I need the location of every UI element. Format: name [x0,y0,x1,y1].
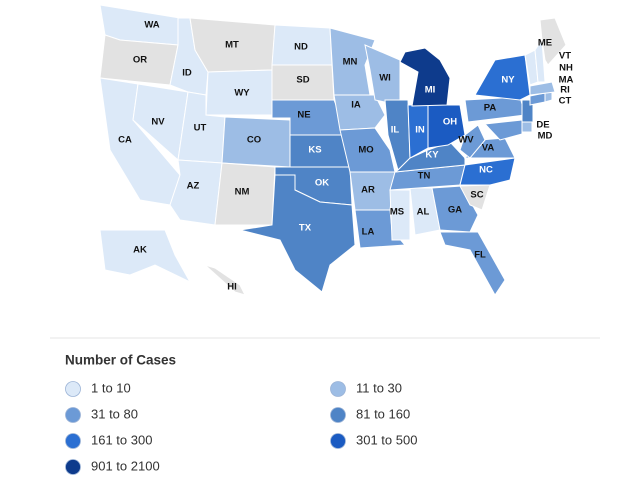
state-label: IL [391,125,400,136]
state-label: CA [118,135,132,146]
state-label: WV [458,135,474,146]
state-label: FL [474,250,486,261]
state-label: NH [559,63,573,74]
state [204,264,246,296]
state [529,81,556,96]
legend-label: 1 to 10 [91,380,131,395]
state-label: OK [315,178,329,189]
state-label: AR [361,185,375,196]
state-label: CO [247,135,261,146]
legend-title: Number of Cases [65,353,176,368]
state-label: NJ [536,108,548,119]
state-label: MA [559,75,574,86]
legend-swatch [330,407,346,423]
legend-swatch [330,433,346,449]
legend-label: 81 to 160 [356,406,410,421]
state [539,17,567,66]
state [329,27,376,96]
state-label: VA [482,143,495,154]
state-label: OH [443,117,457,128]
state-label: NE [297,110,310,121]
state-label: TN [418,171,431,182]
state [483,119,523,141]
legend-label: 301 to 500 [356,432,417,447]
state-label: CT [559,96,572,107]
state-label: TX [299,223,312,234]
state [169,159,223,226]
state-label: ND [294,42,308,53]
legend: 1 to 10 11 to 30 31 to 80 81 to 160 161 to 3… [65,380,417,475]
state [534,38,546,83]
state-label: KS [308,145,321,156]
state-label: NY [501,75,515,86]
state-label: RI [560,85,570,96]
legend-label: 161 to 300 [91,432,152,447]
state [474,54,531,101]
state [521,121,533,133]
state [459,157,516,186]
legend-label: 901 to 2100 [91,458,160,473]
state-label: NC [479,165,493,176]
state-label: LA [362,227,375,238]
state-label: OR [133,55,147,66]
state [439,231,506,296]
state-label: ME [538,38,552,49]
legend-label: 31 to 80 [91,406,138,421]
state [389,189,411,241]
state-label: MI [425,85,436,96]
state-label: WY [234,88,250,99]
legend-swatch [65,459,81,475]
state-label: DE [536,120,549,131]
legend-swatch [65,381,81,397]
state-label: MT [225,40,239,51]
state-label: IA [351,100,361,111]
state-label: WA [144,20,159,31]
state [399,47,451,107]
state-label: ID [182,68,192,79]
state-label: UT [194,123,207,134]
state-label: AL [417,207,430,218]
state-label: MS [390,207,404,218]
legend-swatch [65,433,81,449]
state-label: NM [235,187,250,198]
state [521,99,534,123]
state-label: PA [484,103,497,114]
state-label: MN [343,57,358,68]
state [459,124,486,159]
state-label: GA [448,205,462,216]
state-label: WI [379,73,391,84]
legend-label: 11 to 30 [356,380,402,395]
state [339,127,396,173]
state [427,104,466,149]
legend-swatch [330,381,346,397]
state-label: MO [358,145,373,156]
state-label: AZ [187,181,200,192]
state-label: MD [538,131,553,142]
state-label: AK [133,245,147,256]
state-label: IN [415,125,425,136]
legend-swatch [65,407,81,423]
state-label: NV [151,117,165,128]
us-map: WA OR CA NV ID MT WY UT AZ CO NM ND SD NE KS OK TX MN IA MO… [99,4,574,296]
state [99,229,192,284]
state-label: HI [227,282,237,293]
state [333,94,386,131]
state-label: SD [296,75,309,86]
state-label: KY [425,150,439,161]
state-label: SC [470,190,483,201]
state-label: VT [559,51,571,62]
state [239,174,356,293]
